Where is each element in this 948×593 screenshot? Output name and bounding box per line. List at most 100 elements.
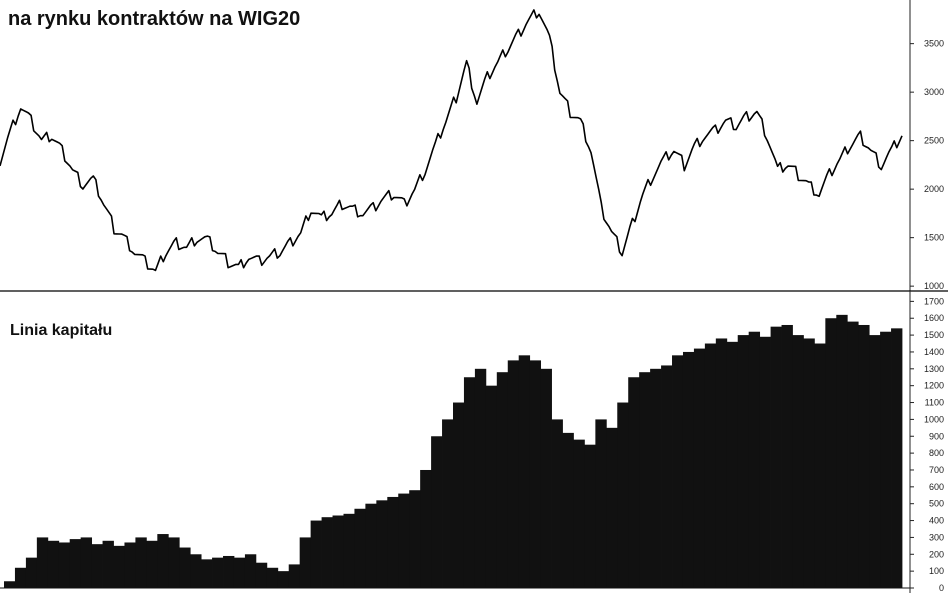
capital-bar (146, 540, 158, 588)
capital-bar (179, 547, 191, 588)
capital-bar (891, 328, 903, 588)
capital-bar (310, 520, 322, 588)
capital-bar (4, 581, 16, 588)
capital-bar (190, 554, 202, 588)
capital-bar (847, 321, 859, 588)
top-panel-title: na rynku kontraktów na WIG20 (8, 8, 300, 30)
wig20-price-panel: na rynku kontraktów na WIG20 1000 1500 200… (0, 0, 944, 291)
capital-bar (606, 427, 618, 588)
capital-bar (453, 402, 465, 588)
bottom-y-ticks: 0 100 200 300 400 500 600 700 800 900 1000 1100 1200… (910, 296, 944, 593)
capital-bar (321, 517, 333, 588)
capital-bar (540, 368, 552, 588)
capital-bar (628, 377, 640, 588)
capital-bar (14, 567, 27, 588)
capital-bar (36, 537, 49, 588)
capital-bar (47, 540, 60, 588)
capital-bar (562, 432, 574, 588)
y-tick-label: 900 (929, 431, 944, 441)
top-y-ticks: 1000 1500 2000 2500 3000 3500 (910, 39, 944, 291)
capital-bar (80, 537, 93, 588)
capital-bar (365, 503, 377, 588)
capital-bar (529, 360, 542, 588)
capital-bar (869, 335, 881, 588)
y-tick-label: 2000 (924, 184, 944, 194)
capital-bar (792, 335, 804, 588)
capital-bar (715, 338, 728, 588)
bottom-panel-title: Linia kapitału (10, 322, 112, 339)
capital-bar (858, 324, 870, 588)
capital-bar (463, 377, 476, 588)
capital-bar (113, 545, 125, 588)
capital-bar (781, 324, 793, 588)
y-tick-label: 1400 (924, 347, 944, 357)
y-tick-label: 800 (929, 448, 944, 458)
capital-bar (726, 341, 739, 588)
y-tick-label: 100 (929, 566, 944, 576)
capital-bar (343, 513, 355, 588)
capital-bar (168, 537, 180, 588)
capital-bar (485, 385, 498, 588)
capital-bar (496, 372, 509, 588)
capital-bar (157, 534, 169, 588)
capital-bar (277, 571, 290, 588)
capital-bar (409, 490, 421, 588)
capital-bar (474, 368, 487, 588)
capital-bar (266, 567, 279, 588)
y-tick-label: 1100 (925, 398, 944, 408)
wig20-price-line (0, 9, 903, 272)
capital-bar (836, 314, 848, 588)
capital-bar (135, 537, 147, 588)
capital-bar (201, 559, 213, 588)
capital-bar (518, 355, 531, 588)
y-tick-label: 3500 (924, 39, 944, 49)
capital-bar (737, 335, 750, 588)
capital-bar (102, 540, 114, 588)
capital-bar (332, 515, 344, 588)
capital-bar (814, 343, 826, 588)
capital-bar (551, 419, 563, 588)
capital-bar (704, 343, 717, 588)
y-tick-label: 1600 (924, 313, 944, 323)
capital-bar (803, 338, 815, 588)
y-tick-label: 500 (929, 499, 944, 509)
capital-bar (58, 542, 71, 588)
capital-line-panel: Linia kapitału 0 100 200 300 400 500 600 700 800… (0, 291, 944, 593)
capital-bar (387, 496, 399, 588)
capital-bar (584, 444, 596, 588)
capital-bar (759, 336, 771, 588)
capital-bar (244, 554, 257, 588)
capital-bar (595, 419, 607, 588)
capital-bar (507, 360, 520, 588)
capital-bar (431, 436, 443, 588)
y-tick-label: 1000 (924, 414, 944, 424)
y-tick-label: 1500 (924, 330, 944, 340)
capital-bar (124, 542, 136, 588)
capital-bar (91, 544, 103, 588)
capital-bar (233, 557, 246, 588)
capital-bar (825, 318, 837, 588)
capital-bar (661, 365, 673, 588)
capital-bar (420, 469, 432, 588)
capital-bar (639, 372, 651, 588)
capital-bar (25, 557, 38, 588)
y-tick-label: 1500 (924, 233, 944, 243)
capital-bar (748, 331, 761, 588)
capital-bar (398, 493, 410, 588)
capital-bar (288, 564, 301, 588)
capital-bar (376, 500, 388, 588)
capital-bar (672, 355, 684, 588)
capital-bar (212, 557, 224, 588)
capital-bars (0, 314, 910, 589)
capital-bar (442, 419, 454, 588)
y-tick-label: 400 (929, 516, 944, 526)
y-tick-label: 600 (929, 482, 944, 492)
capital-bar (223, 555, 235, 588)
y-tick-label: 300 (929, 532, 944, 542)
y-tick-label: 1700 (924, 296, 944, 306)
capital-bar (650, 368, 662, 588)
capital-bar (693, 348, 706, 588)
y-tick-label: 2500 (924, 136, 944, 146)
capital-bar (617, 402, 629, 588)
